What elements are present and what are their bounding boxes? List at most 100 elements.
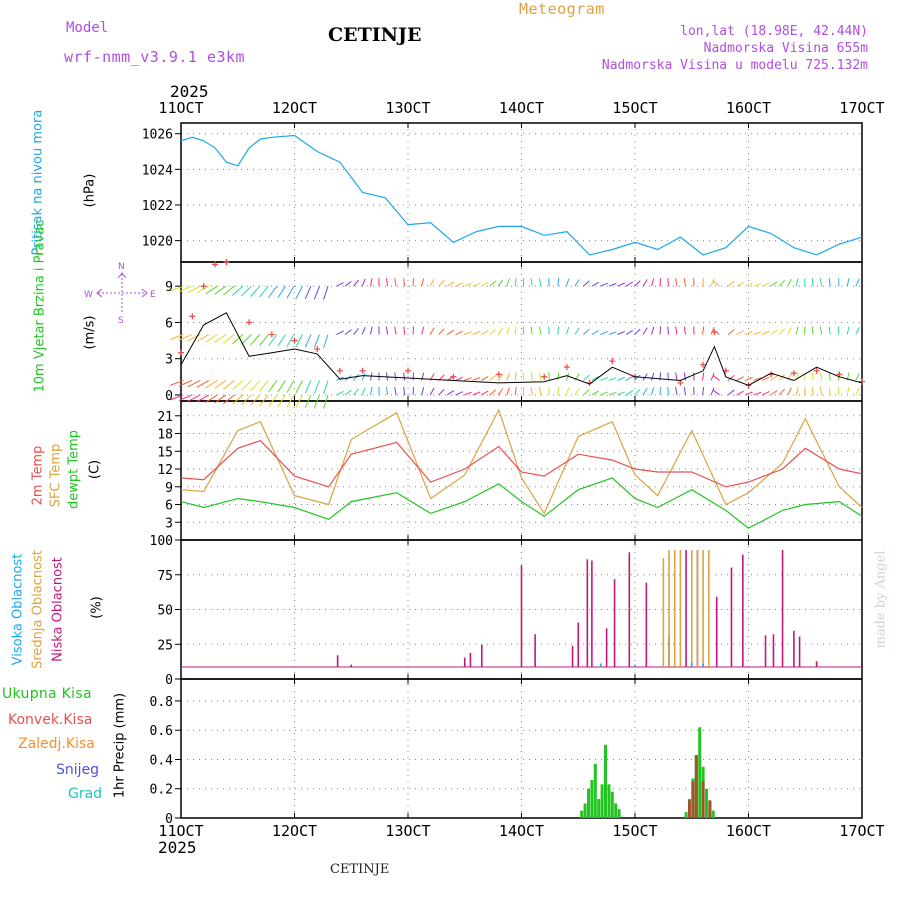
wind-barb <box>480 330 489 335</box>
wind-barb <box>811 372 814 381</box>
wind-barb <box>617 282 625 287</box>
time-tick-label-bottom: 14OCT <box>499 822 544 840</box>
wind-barb <box>394 326 397 335</box>
wind-barb <box>787 387 792 396</box>
y-tick-label: 100 <box>150 534 173 549</box>
wind-barb <box>170 394 184 401</box>
wind-barb <box>286 394 295 408</box>
wind-barb <box>557 386 560 396</box>
wind-barb <box>232 380 244 391</box>
wind-barb <box>625 281 634 287</box>
wind-barb <box>761 391 770 396</box>
wind-barb <box>323 334 329 348</box>
y-tick-label: 0 <box>165 389 173 404</box>
wind-barb <box>353 279 359 287</box>
y-tick-label: 75 <box>157 569 173 584</box>
wind-barb <box>336 390 344 396</box>
wind-barb <box>744 391 753 396</box>
wind-barb <box>223 334 235 344</box>
wind-gust-mark <box>563 364 570 371</box>
wind-barb <box>753 391 762 396</box>
wind-barb <box>464 377 472 381</box>
wind-speed-line <box>180 312 863 386</box>
wind-barb <box>557 372 560 381</box>
y-tick-label: 3 <box>165 353 173 368</box>
wind-gust-mark <box>711 329 718 336</box>
wind-barb <box>268 380 278 392</box>
precip-total-bar <box>614 803 618 818</box>
wind-barb <box>196 380 210 388</box>
wind-barb <box>530 387 533 396</box>
wind-barb <box>313 285 320 300</box>
wind-barb <box>205 394 218 403</box>
time-tick-label-top: 13OCT <box>385 99 430 117</box>
wind-barb <box>702 372 705 381</box>
wind-barb <box>712 375 720 381</box>
wind-barb <box>205 380 218 389</box>
wind-barb <box>259 334 269 346</box>
wind-barb <box>795 387 799 396</box>
wind-barb <box>344 329 352 335</box>
wind-barb <box>277 334 286 347</box>
wind-barb <box>736 390 744 396</box>
wind-barb <box>650 387 655 396</box>
wind-barb <box>727 389 735 396</box>
wind-barb <box>600 391 608 396</box>
wind-gust-mark <box>212 261 219 268</box>
wind-barb <box>336 330 344 335</box>
wind-barb <box>683 372 687 381</box>
model-label: Model <box>66 20 109 36</box>
wind-barb <box>361 326 366 335</box>
wind-barb <box>702 386 705 396</box>
wind-barb <box>770 329 778 335</box>
sfc-temp-line <box>180 408 863 515</box>
wind-barb <box>702 278 705 287</box>
time-tick-label-top: 16OCT <box>726 99 771 117</box>
wind-barb <box>608 331 617 335</box>
wind-barb <box>770 375 778 381</box>
wind-barb <box>241 334 252 345</box>
wind-barb <box>819 372 823 381</box>
time-tick-label-top: 12OCT <box>272 99 317 117</box>
wind-barb <box>539 372 542 381</box>
footer-station: CETINJE <box>330 862 390 877</box>
wind-barb <box>214 285 227 295</box>
wind-barb <box>591 281 600 287</box>
wind-gust-mark <box>405 367 411 374</box>
wind-barb <box>464 282 472 287</box>
wind-barb <box>313 334 320 348</box>
wind-barb <box>683 326 687 335</box>
wind-barb <box>429 327 435 335</box>
precip-total-bar <box>587 788 590 818</box>
panel-frame <box>180 678 863 819</box>
precip-total-bar <box>580 810 584 818</box>
wind-barb <box>659 386 662 395</box>
wind-barb <box>250 380 261 392</box>
wind-barb <box>370 387 373 396</box>
wind-barb <box>421 387 425 396</box>
y-tick-label: 25 <box>157 638 173 653</box>
wind-barb <box>539 278 542 287</box>
wind-barb <box>178 285 192 293</box>
wind-barb <box>232 394 244 405</box>
wind-barb <box>753 377 762 381</box>
wind-barb <box>548 326 550 335</box>
wind-barb <box>323 286 329 300</box>
wind-barb <box>205 334 218 343</box>
wind-barb <box>650 372 655 381</box>
wind-barb <box>625 329 634 335</box>
y-tick-label: 0.2 <box>150 783 173 798</box>
wind-barb <box>353 388 359 396</box>
wind-barb <box>667 278 669 287</box>
wind-barb <box>702 326 705 335</box>
wind-barb <box>811 278 814 287</box>
wind-barb <box>232 285 244 296</box>
precip-conv-bar <box>708 800 712 818</box>
wind-barb <box>489 280 497 287</box>
wind-barb <box>421 326 425 335</box>
precip-total-bar <box>600 784 604 818</box>
wind-barb <box>295 285 303 299</box>
station-title: CETINJE <box>328 24 422 46</box>
wind-barb <box>353 327 359 335</box>
wind-barb <box>403 278 406 287</box>
